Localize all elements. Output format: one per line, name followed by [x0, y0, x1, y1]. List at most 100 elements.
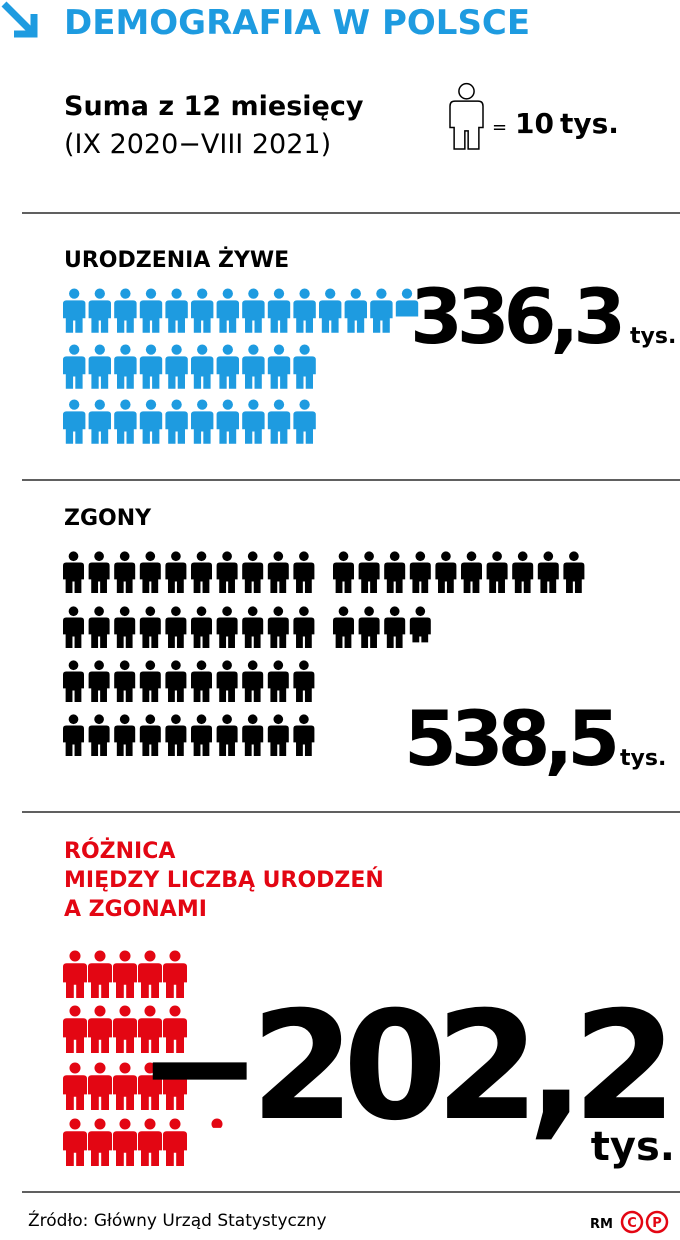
person-icon: [191, 288, 214, 333]
body: [165, 411, 188, 444]
head: [196, 660, 207, 671]
person-icon: [216, 551, 238, 593]
person-icon: [191, 714, 212, 756]
person-icon: [63, 660, 84, 702]
head: [389, 551, 400, 562]
head: [145, 551, 156, 562]
head: [196, 714, 207, 725]
head: [222, 660, 232, 671]
person-icon: [461, 551, 482, 593]
body: [139, 562, 161, 593]
person-icon: [163, 1005, 187, 1053]
person-icon: [63, 1005, 87, 1053]
person-icon: [449, 82, 484, 150]
person-icon: [63, 288, 86, 333]
head: [247, 606, 258, 617]
head: [299, 399, 310, 410]
body: [267, 411, 291, 444]
person-icon: [537, 551, 559, 593]
head: [569, 551, 579, 562]
body: [267, 300, 291, 333]
head: [68, 606, 79, 617]
person-icon: [384, 606, 406, 648]
body: [63, 356, 86, 389]
head: [364, 551, 374, 562]
person-icon: [165, 660, 187, 702]
head: [94, 288, 105, 299]
person-icon: [267, 660, 289, 702]
head: [68, 551, 79, 562]
person-icon: [216, 399, 239, 444]
person-icon: [242, 660, 264, 702]
head: [169, 1005, 181, 1017]
body: [242, 725, 264, 756]
head: [69, 1005, 81, 1017]
body: [216, 617, 238, 648]
unit-label: tys.: [591, 1124, 675, 1170]
body: [63, 300, 86, 333]
head: [517, 551, 528, 562]
section-label: URODZENIA ŻYWE: [64, 247, 289, 273]
body: [293, 411, 316, 444]
head: [69, 950, 81, 962]
body: [537, 562, 559, 593]
head: [222, 344, 233, 355]
head: [415, 551, 426, 562]
head: [273, 714, 284, 725]
body: [409, 562, 431, 593]
body: [63, 617, 84, 648]
person-icon: [267, 344, 291, 389]
head: [299, 714, 309, 725]
body: [216, 725, 238, 756]
subtitle: Suma z 12 miesięcy: [64, 91, 364, 122]
person-icon: [163, 950, 187, 998]
body: [165, 562, 187, 593]
head: [145, 660, 156, 671]
person-icon: [358, 606, 380, 648]
head: [273, 399, 285, 410]
section-label: MIĘDZY LICZBĄ URODZEŃ: [64, 867, 384, 893]
person-icon: [63, 551, 84, 593]
head: [415, 606, 426, 617]
body: [242, 411, 265, 444]
body: [165, 356, 188, 389]
body: [88, 1018, 112, 1053]
head: [222, 551, 232, 562]
person-icon: [88, 714, 110, 756]
body: [242, 671, 264, 702]
body: [88, 963, 112, 998]
head: [299, 551, 309, 562]
body: [267, 562, 289, 593]
head: [247, 551, 258, 562]
head: [94, 950, 106, 962]
head: [169, 950, 181, 962]
head: [119, 660, 130, 671]
body: [113, 1018, 137, 1053]
person-icon: [216, 288, 239, 333]
body: [163, 1131, 187, 1166]
person-icon: [267, 714, 289, 756]
person-icon: [409, 606, 431, 643]
body: [114, 562, 136, 593]
body: [216, 300, 239, 333]
body: [139, 617, 161, 648]
body: [319, 300, 342, 333]
body: [139, 671, 161, 702]
person-icon: [216, 660, 238, 702]
person-icon: [113, 1062, 137, 1110]
person-icon: [395, 288, 419, 317]
head: [145, 606, 156, 617]
person-icon: [333, 606, 354, 648]
logo-letter: C: [627, 1216, 637, 1231]
person-icon: [114, 551, 136, 593]
head: [197, 288, 208, 299]
person-icon: [242, 714, 264, 756]
head: [222, 399, 233, 410]
body: [88, 671, 110, 702]
body: [384, 562, 406, 593]
head: [94, 1005, 106, 1017]
person-icon: [138, 1062, 162, 1110]
body: [88, 617, 110, 648]
person-icon: [333, 551, 354, 593]
person-icon: [563, 551, 585, 593]
